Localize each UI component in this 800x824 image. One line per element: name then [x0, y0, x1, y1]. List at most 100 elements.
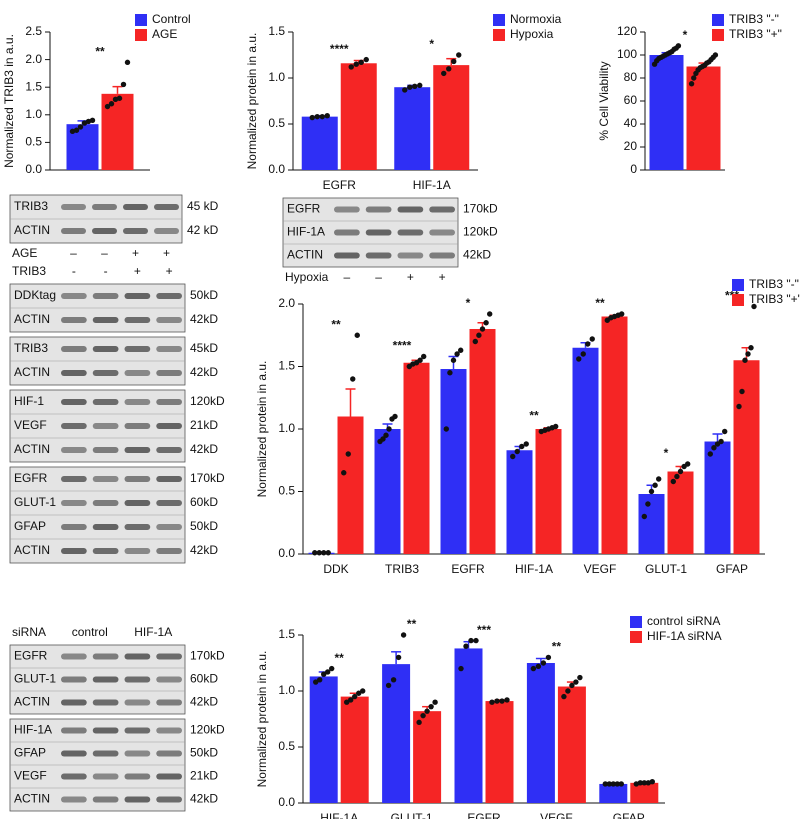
significance: *: [664, 446, 669, 460]
bar: [599, 783, 628, 803]
blot-band: [61, 317, 87, 323]
bar: [506, 450, 533, 554]
blot-size-label: 42kD: [190, 543, 218, 557]
blot-band: [123, 204, 148, 210]
data-point: [742, 357, 748, 363]
blot-band: [156, 676, 182, 683]
data-point: [458, 347, 464, 353]
blot-row-label: GFAP: [14, 746, 46, 760]
data-point: [487, 311, 493, 317]
data-point: [344, 699, 350, 705]
blot-band: [156, 370, 182, 376]
data-point: [360, 688, 366, 694]
bar: [638, 494, 665, 554]
data-point: [319, 113, 325, 120]
bar: [667, 471, 694, 554]
data-point: [380, 436, 386, 442]
data-point: [483, 320, 489, 326]
data-point: [675, 43, 682, 49]
data-point: [489, 699, 495, 705]
blot-row-label: ACTIN: [14, 312, 50, 326]
blot-band: [124, 346, 151, 352]
x-tick-label: HIF-1A: [320, 811, 358, 819]
blot-band: [334, 252, 360, 259]
blot-band: [124, 676, 151, 683]
data-point: [685, 461, 691, 467]
blot-band: [334, 206, 360, 213]
x-tick-label: VEGF: [584, 562, 617, 576]
bar: [630, 782, 659, 803]
blot-band: [92, 750, 119, 757]
significance: **: [529, 409, 539, 423]
data-point: [400, 632, 407, 638]
bar: [557, 686, 586, 803]
data-point: [116, 95, 123, 101]
legend-label: TRIB3 "+": [749, 292, 800, 306]
y-tick-label: 0.0: [278, 795, 295, 809]
data-point: [363, 56, 369, 63]
lane-label: +: [407, 270, 414, 284]
data-point: [494, 698, 500, 704]
data-point: [718, 438, 724, 445]
blot-size-label: 42kD: [190, 695, 218, 709]
data-point: [589, 336, 595, 342]
blot-size-label: 42kD: [463, 248, 491, 262]
lane-label: +: [163, 246, 170, 260]
lane-label: control: [72, 625, 108, 639]
blot-band: [61, 476, 87, 482]
blot-band: [61, 750, 87, 757]
data-point: [456, 52, 462, 58]
data-point: [619, 311, 625, 317]
bar: [733, 360, 760, 554]
blot-band: [92, 447, 119, 453]
data-point: [417, 82, 423, 89]
legend-swatch: [630, 616, 642, 628]
data-point: [450, 357, 457, 363]
blot-size-label: 60kD: [190, 495, 218, 509]
blot-band: [124, 796, 151, 803]
lane-label: -: [104, 264, 108, 278]
blot-band: [156, 524, 182, 530]
blot-band: [124, 653, 151, 660]
blot-size-label: 42kD: [190, 312, 218, 326]
blot-row-label: ACTIN: [14, 442, 50, 456]
significance: *: [466, 296, 471, 310]
blot-band: [92, 727, 119, 734]
data-point: [641, 780, 647, 786]
blot-band: [124, 293, 151, 299]
data-point: [348, 697, 354, 703]
blot-band: [156, 293, 182, 299]
bar: [485, 701, 514, 803]
legend-swatch: [732, 279, 744, 291]
data-point: [358, 59, 364, 66]
blot-band: [124, 548, 151, 554]
blot-band: [124, 423, 151, 429]
data-point: [353, 61, 359, 67]
data-point: [691, 75, 697, 81]
data-point: [321, 671, 327, 677]
y-tick-label: 60: [624, 93, 638, 107]
lane-label: +: [166, 264, 173, 278]
y-tick-label: 2.0: [278, 296, 295, 310]
blot-band: [124, 317, 151, 323]
blot-band: [92, 346, 119, 352]
data-point: [432, 699, 438, 705]
y-tick-label: 2.0: [25, 52, 42, 66]
legend-swatch: [712, 29, 724, 41]
y-tick-label: 0.0: [268, 162, 285, 176]
x-tick-label: DDK: [323, 562, 348, 576]
blot-band: [154, 228, 179, 234]
blot-size-label: 42kD: [190, 792, 218, 806]
blot-size-label: 21kD: [190, 418, 218, 432]
blot-band: [365, 206, 392, 213]
blot-row-label: HIF-1A: [14, 723, 52, 737]
blot-size-label: 50kD: [190, 288, 218, 302]
blot-band: [156, 773, 182, 780]
data-point: [73, 127, 80, 133]
data-point: [321, 550, 327, 556]
data-point: [577, 674, 583, 681]
data-point: [350, 376, 356, 382]
blot-band: [61, 399, 87, 405]
data-point: [748, 345, 754, 351]
data-point: [688, 81, 695, 87]
